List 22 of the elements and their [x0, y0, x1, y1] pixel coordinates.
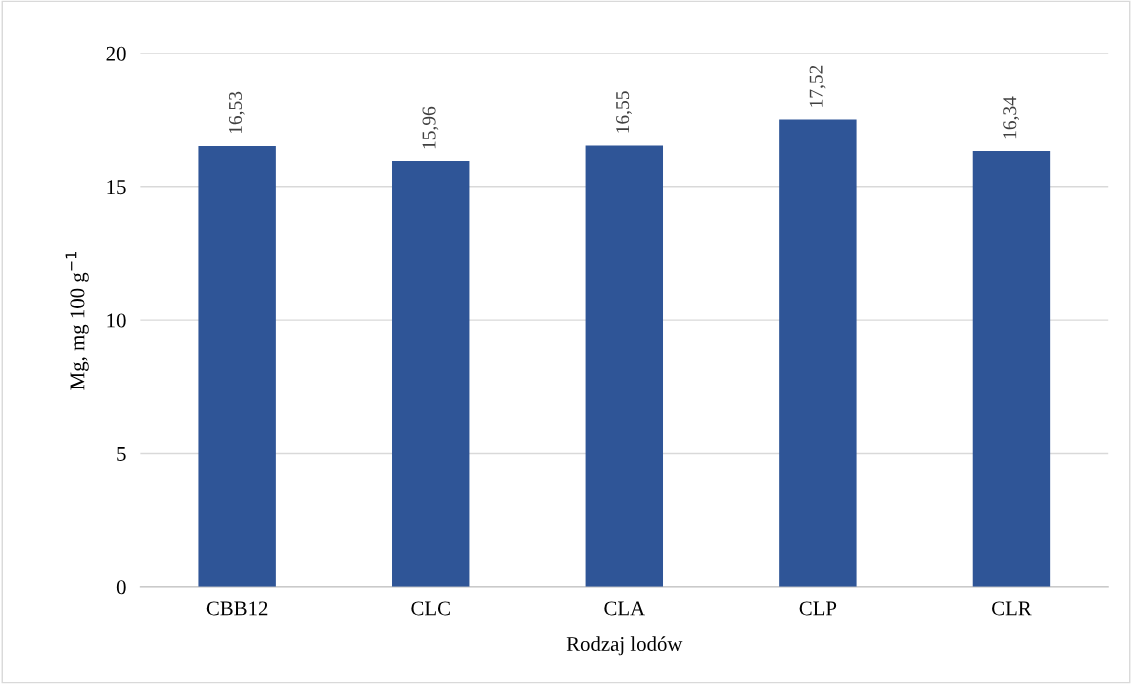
- x-axis-title: Rodzaj lodów: [566, 636, 683, 656]
- y-axis-title: Mg, mg 100 g$^{−1}$: [65, 251, 89, 390]
- data-label: 17,52: [809, 65, 826, 107]
- data-label: 16,53: [228, 91, 245, 134]
- y-tick-label: 10: [107, 313, 126, 328]
- x-tick-label: CLP: [799, 601, 837, 616]
- bar: [972, 150, 1051, 587]
- y-tick-label: 0: [116, 580, 126, 595]
- x-tick-label: CLR: [992, 601, 1032, 616]
- y-tick-label: 15: [107, 180, 126, 195]
- y-tick-label: 20: [106, 46, 126, 61]
- bar: [198, 145, 276, 587]
- bar: [392, 161, 470, 587]
- data-label: 16,55: [616, 91, 632, 133]
- bar: [779, 119, 857, 587]
- data-label: 15,96: [422, 106, 439, 149]
- y-tick-label: 5: [117, 447, 126, 461]
- x-tick-label: CLC: [411, 601, 450, 616]
- bar: [585, 145, 664, 587]
- data-label: 16,34: [1003, 96, 1020, 139]
- x-tick-label: CBB12: [206, 601, 268, 616]
- x-tick-label: CLA: [604, 601, 645, 616]
